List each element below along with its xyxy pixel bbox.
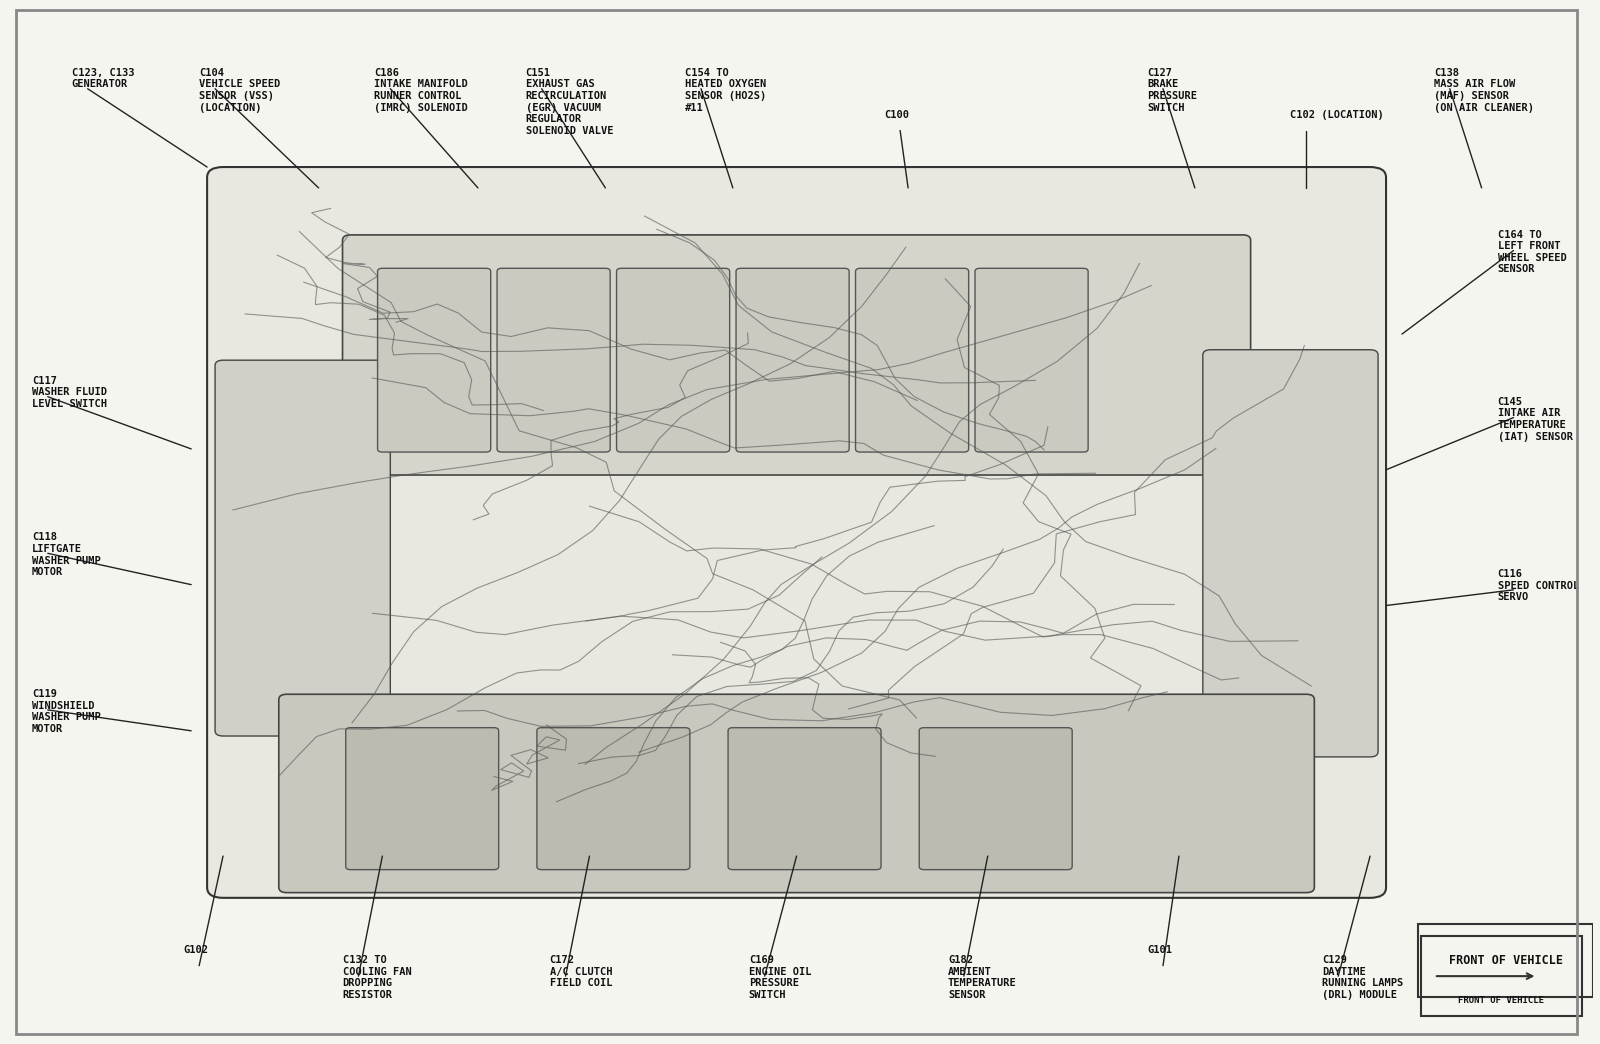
FancyBboxPatch shape [736, 268, 850, 452]
Text: C138
MASS AIR FLOW
(MAF) SENSOR
(ON AIR CLEANER): C138 MASS AIR FLOW (MAF) SENSOR (ON AIR … [1434, 68, 1534, 113]
Text: G101: G101 [1147, 945, 1173, 955]
Text: G102: G102 [184, 945, 208, 955]
Text: C154 TO
HEATED OXYGEN
SENSOR (HO2S)
#11: C154 TO HEATED OXYGEN SENSOR (HO2S) #11 [685, 68, 766, 113]
Text: C169
ENGINE OIL
PRESSURE
SWITCH: C169 ENGINE OIL PRESSURE SWITCH [749, 955, 811, 1000]
FancyBboxPatch shape [920, 728, 1072, 870]
FancyBboxPatch shape [1203, 350, 1378, 757]
FancyBboxPatch shape [342, 235, 1251, 475]
Text: C129
DAYTIME
RUNNING LAMPS
(DRL) MODULE: C129 DAYTIME RUNNING LAMPS (DRL) MODULE [1322, 955, 1403, 1000]
FancyBboxPatch shape [498, 268, 610, 452]
Text: C116
SPEED CONTROL
SERVO: C116 SPEED CONTROL SERVO [1498, 569, 1579, 602]
FancyBboxPatch shape [206, 167, 1386, 898]
FancyBboxPatch shape [538, 728, 690, 870]
Text: C151
EXHAUST GAS
RECIRCULATION
(EGR) VACUUM
REGULATOR
SOLENOID VALVE: C151 EXHAUST GAS RECIRCULATION (EGR) VAC… [526, 68, 613, 136]
FancyBboxPatch shape [214, 360, 390, 736]
Text: C118
LIFTGATE
WASHER PUMP
MOTOR: C118 LIFTGATE WASHER PUMP MOTOR [32, 532, 101, 577]
FancyBboxPatch shape [974, 268, 1088, 452]
FancyBboxPatch shape [346, 728, 499, 870]
Text: C100: C100 [885, 110, 909, 120]
FancyBboxPatch shape [378, 268, 491, 452]
Text: C132 TO
COOLING FAN
DROPPING
RESISTOR: C132 TO COOLING FAN DROPPING RESISTOR [342, 955, 411, 1000]
Text: C104
VEHICLE SPEED
SENSOR (VSS)
(LOCATION): C104 VEHICLE SPEED SENSOR (VSS) (LOCATIO… [198, 68, 280, 113]
Text: C145
INTAKE AIR
TEMPERATURE
(IAT) SENSOR: C145 INTAKE AIR TEMPERATURE (IAT) SENSOR [1498, 397, 1573, 442]
FancyBboxPatch shape [856, 268, 968, 452]
Text: G182
AMBIENT
TEMPERATURE
SENSOR: G182 AMBIENT TEMPERATURE SENSOR [947, 955, 1016, 1000]
FancyBboxPatch shape [616, 268, 730, 452]
Text: C102 (LOCATION): C102 (LOCATION) [1291, 110, 1384, 120]
Text: C127
BRAKE
PRESSURE
SWITCH: C127 BRAKE PRESSURE SWITCH [1147, 68, 1197, 113]
Text: C172
A/C CLUTCH
FIELD COIL: C172 A/C CLUTCH FIELD COIL [550, 955, 613, 989]
Text: FRONT OF VEHICLE: FRONT OF VEHICLE [1448, 954, 1563, 967]
Text: C186
INTAKE MANIFOLD
RUNNER CONTROL
(IMRC) SOLENOID: C186 INTAKE MANIFOLD RUNNER CONTROL (IMR… [374, 68, 469, 113]
FancyBboxPatch shape [728, 728, 882, 870]
Text: C164 TO
LEFT FRONT
WHEEL SPEED
SENSOR: C164 TO LEFT FRONT WHEEL SPEED SENSOR [1498, 230, 1566, 275]
FancyBboxPatch shape [278, 694, 1314, 893]
Text: C117
WASHER FLUID
LEVEL SWITCH: C117 WASHER FLUID LEVEL SWITCH [32, 376, 107, 409]
Text: C123, C133
GENERATOR: C123, C133 GENERATOR [72, 68, 134, 90]
Text: C119
WINDSHIELD
WASHER PUMP
MOTOR: C119 WINDSHIELD WASHER PUMP MOTOR [32, 689, 101, 734]
Text: FRONT OF VEHICLE: FRONT OF VEHICLE [1458, 996, 1544, 1004]
